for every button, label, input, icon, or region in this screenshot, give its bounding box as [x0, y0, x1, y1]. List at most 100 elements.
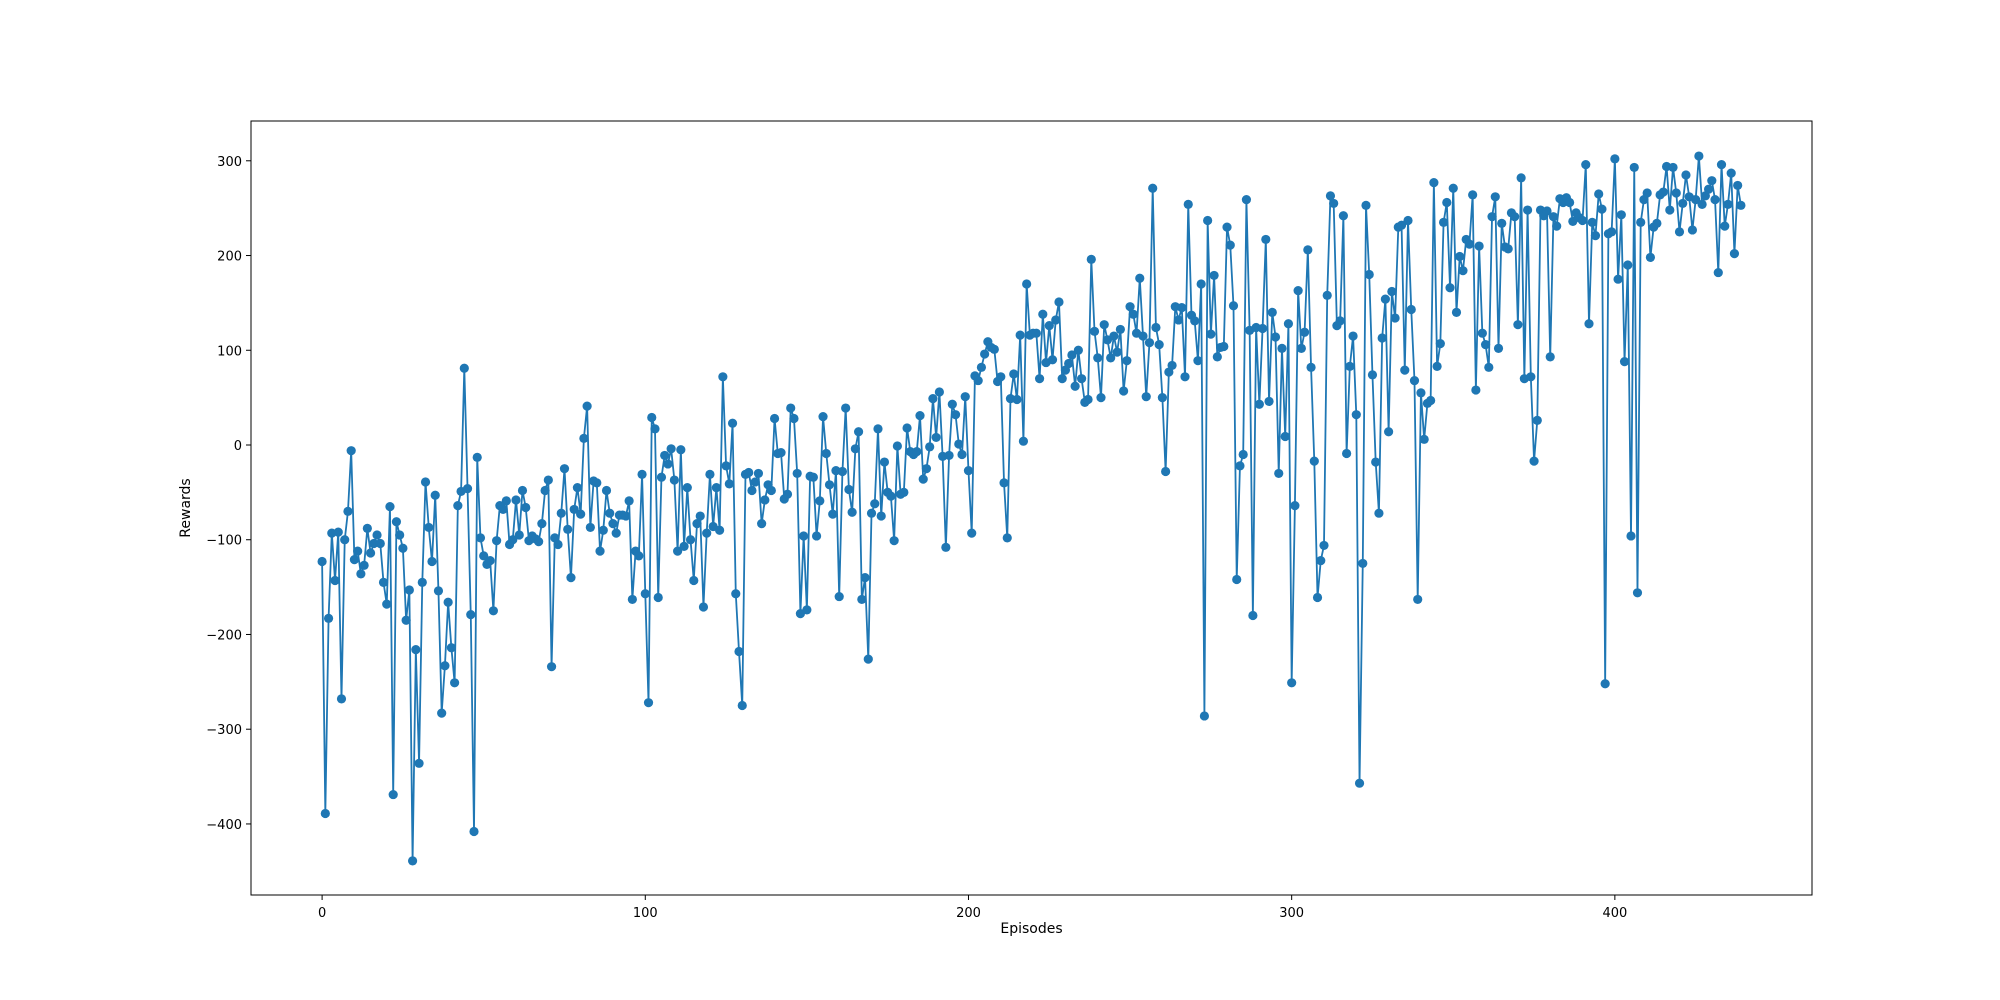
series-layer — [317, 151, 1746, 866]
data-point — [760, 495, 770, 505]
data-point — [1364, 269, 1374, 280]
data-point — [989, 344, 999, 354]
data-point — [747, 485, 757, 496]
data-point — [1723, 199, 1733, 209]
data-point — [1545, 352, 1555, 362]
x-tick-label: 300 — [1279, 906, 1304, 921]
data-point — [356, 569, 366, 579]
data-point — [1293, 285, 1303, 296]
data-point — [1161, 466, 1171, 477]
data-point — [1219, 341, 1229, 352]
data-point — [1106, 353, 1116, 363]
data-point — [378, 577, 389, 587]
data-point — [1128, 309, 1138, 319]
data-point — [1335, 316, 1345, 326]
y-tick-label: −100 — [206, 534, 242, 549]
data-point — [1096, 393, 1106, 403]
data-point — [407, 856, 418, 866]
data-point — [1361, 200, 1371, 210]
data-point — [698, 602, 709, 612]
data-point — [1157, 393, 1167, 403]
data-point — [1047, 355, 1058, 365]
data-point — [1212, 352, 1222, 362]
data-point — [656, 472, 667, 482]
data-point — [692, 519, 702, 529]
data-point — [1577, 215, 1588, 226]
x-axis: 0 100 200 300 400 — [318, 895, 1627, 921]
data-point — [1054, 297, 1064, 307]
data-point — [1345, 361, 1355, 371]
data-point — [488, 606, 498, 616]
data-point — [485, 555, 495, 566]
data-point — [815, 496, 825, 506]
data-point — [1629, 162, 1639, 173]
data-point — [928, 393, 938, 404]
data-point — [359, 560, 369, 570]
data-point — [750, 477, 760, 487]
data-point — [582, 401, 592, 411]
data-point — [950, 410, 961, 420]
data-point — [802, 605, 812, 615]
data-point — [553, 539, 563, 550]
y-tick-label: 200 — [217, 250, 242, 265]
data-point — [1051, 315, 1061, 325]
data-point — [1610, 154, 1620, 164]
data-point — [737, 700, 747, 711]
data-point — [1299, 327, 1310, 337]
data-point — [543, 475, 553, 485]
data-point — [1109, 331, 1119, 341]
data-point — [673, 546, 683, 556]
data-point — [317, 556, 327, 567]
data-point — [1503, 244, 1513, 254]
data-point — [1442, 197, 1452, 208]
data-point — [1522, 205, 1533, 215]
data-point — [340, 535, 350, 545]
data-point — [1432, 361, 1442, 371]
data-point — [1270, 332, 1281, 342]
data-point — [1674, 227, 1685, 237]
data-point — [1458, 266, 1468, 276]
data-point — [792, 468, 802, 479]
data-point — [1173, 315, 1184, 325]
data-point — [1619, 357, 1630, 367]
data-point — [1322, 290, 1332, 300]
data-point — [1371, 457, 1381, 467]
data-point — [579, 433, 589, 443]
data-point — [369, 538, 379, 549]
data-point — [808, 472, 818, 482]
data-point — [1141, 392, 1151, 402]
data-point — [1312, 592, 1323, 603]
data-point — [1209, 270, 1219, 281]
data-point — [1587, 217, 1597, 227]
data-point — [967, 528, 977, 538]
data-point — [1471, 385, 1481, 395]
data-point — [1057, 374, 1067, 384]
data-point — [918, 474, 928, 484]
data-point — [731, 589, 741, 599]
x-tick-label: 100 — [633, 906, 658, 921]
data-point — [605, 508, 615, 518]
data-point — [1532, 415, 1542, 425]
data-point — [1613, 274, 1623, 284]
data-point — [1309, 456, 1319, 466]
data-point — [424, 522, 434, 533]
data-point — [475, 533, 486, 543]
data-point — [1167, 360, 1177, 371]
data-point — [866, 508, 877, 518]
data-point — [511, 495, 521, 505]
data-point — [1296, 343, 1306, 353]
data-point — [1590, 231, 1601, 241]
data-point — [999, 478, 1009, 488]
data-point — [857, 594, 867, 605]
data-point — [1329, 198, 1339, 209]
data-point — [598, 525, 608, 535]
data-point — [1726, 168, 1736, 178]
data-point — [1474, 241, 1484, 251]
data-point — [433, 586, 444, 596]
data-point — [508, 535, 518, 545]
data-point — [450, 678, 460, 688]
data-point — [349, 555, 360, 565]
data-point — [912, 447, 922, 457]
data-point — [944, 450, 954, 461]
data-point — [420, 477, 431, 487]
